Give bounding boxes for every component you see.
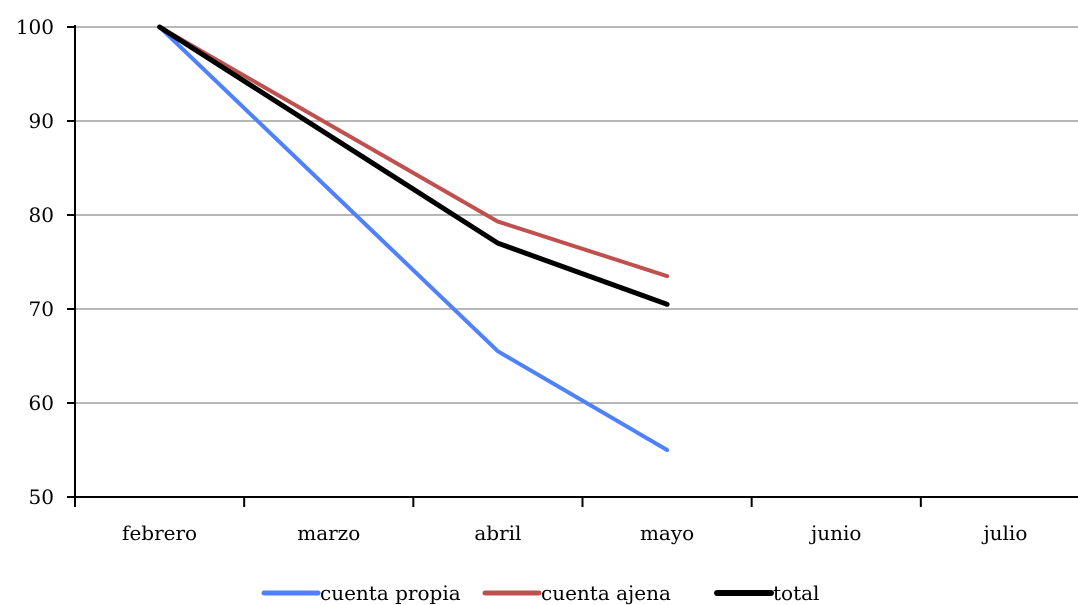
y-tick-label: 90 [29, 109, 54, 133]
series-line-1 [157, 25, 670, 279]
gridlines [75, 26, 1078, 404]
series-lines [157, 24, 670, 452]
legend-label-0: cuenta propia [320, 581, 461, 605]
x-axis-ticks: febrero marzo abril mayo junio julio [74, 497, 1027, 545]
y-tick-label: 60 [29, 391, 54, 415]
y-axis-ticks: 50 60 70 80 90 100 [16, 15, 75, 509]
y-tick-label: 80 [29, 203, 54, 227]
y-tick-label: 70 [29, 297, 54, 321]
x-tick-label: junio [809, 521, 861, 545]
series-line-0 [157, 25, 670, 452]
y-tick-label: 50 [29, 485, 54, 509]
x-tick-label: abril [474, 521, 521, 545]
legend-label-1: cuenta ajena [541, 581, 671, 605]
x-tick-label: febrero [122, 521, 197, 545]
x-tick-label: mayo [640, 521, 694, 545]
y-tick-label: 100 [16, 15, 54, 39]
series-line-2 [157, 24, 670, 307]
x-tick-label: marzo [297, 521, 360, 545]
legend: cuenta propia cuenta ajena total [261, 581, 819, 605]
axes [67, 25, 1078, 498]
legend-label-2: total [773, 581, 819, 605]
x-tick-label: julio [981, 521, 1027, 545]
